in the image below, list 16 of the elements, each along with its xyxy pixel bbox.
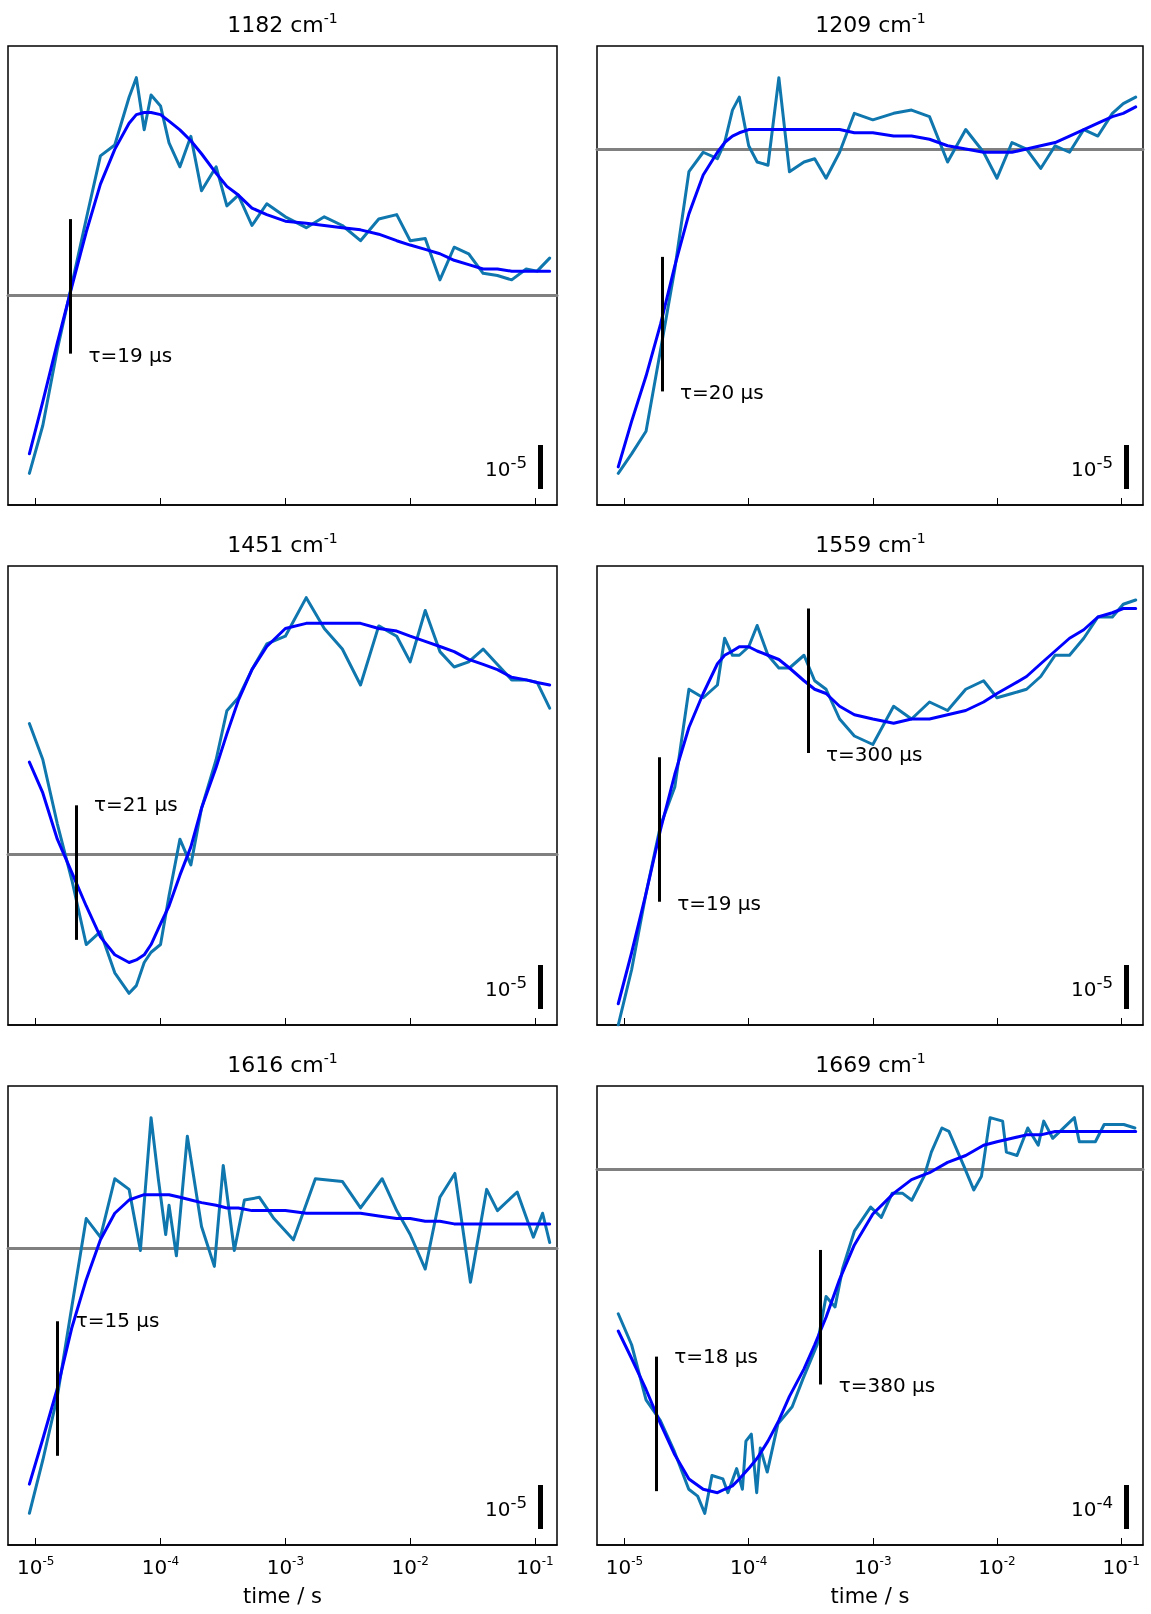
ref-line-label: τ=20 µs (679, 380, 764, 405)
ref-line-label: τ=15 µs (75, 1308, 160, 1333)
annotation: 10$^{-5}$ (484, 453, 527, 481)
annotation: 10$^{-5}$ (1070, 453, 1113, 481)
annotation: 10$^{-5}$ (484, 1493, 527, 1521)
annotation: 10$^{-5}$ (484, 973, 527, 1001)
ref-line-label: τ=19 µs (677, 890, 761, 915)
x-axis-title: time / s (243, 1583, 322, 1608)
x-axis-title: time / s (830, 1583, 910, 1608)
ref-line-label: τ=21 µs (93, 792, 178, 817)
annotation: 10$^{-5}$ (1070, 973, 1113, 1001)
annotation: 10$^{-4}$ (1070, 1493, 1113, 1521)
ref-line-label: τ=380 µs (838, 1373, 936, 1398)
ref-line-label: τ=300 µs (825, 742, 923, 766)
ref-line-label: τ=18 µs (674, 1343, 758, 1368)
ref-line-label: τ=19 µs (88, 342, 173, 367)
